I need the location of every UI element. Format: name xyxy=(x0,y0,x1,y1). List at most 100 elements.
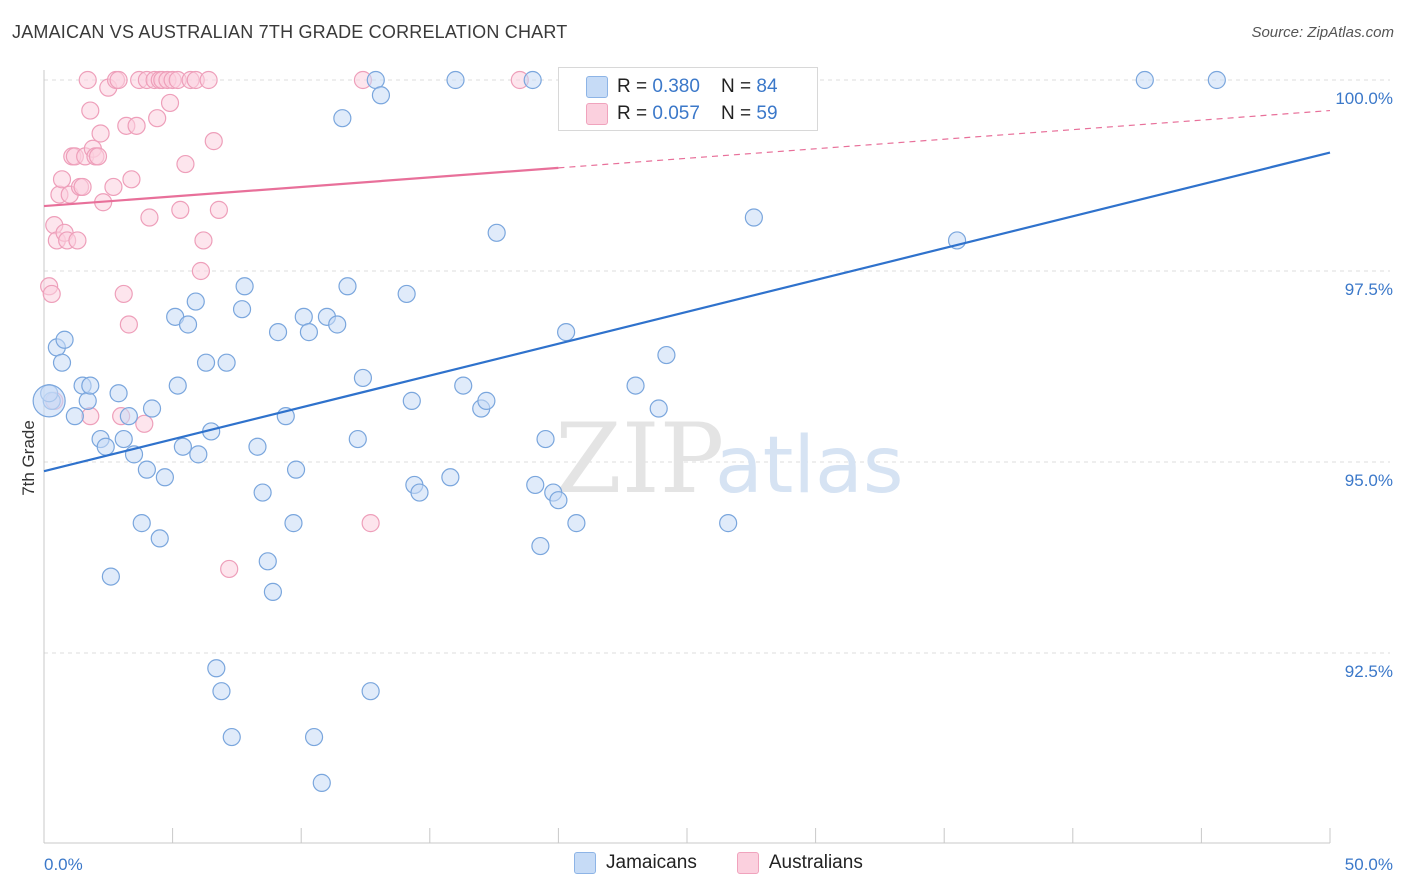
jamaicans-point xyxy=(328,315,347,334)
legend-r-value: 0.380 xyxy=(652,76,700,97)
jamaicans-point xyxy=(487,223,506,242)
australians-trendline-extension xyxy=(558,109,1331,169)
australians-trendline xyxy=(43,166,559,208)
jamaicans-point xyxy=(196,353,216,372)
jamaicans-point xyxy=(397,284,416,304)
legend-r-label: R = xyxy=(617,103,653,124)
jamaicans-point xyxy=(366,70,385,90)
jamaicans-point xyxy=(96,437,115,456)
australians-points xyxy=(40,70,529,579)
jamaicans-point xyxy=(137,460,156,479)
jamaicans-point xyxy=(119,407,138,426)
legend-n-label: N = xyxy=(721,76,757,97)
jamaicans-trendline xyxy=(43,151,1331,473)
australians-point xyxy=(127,116,146,135)
jamaicans-point xyxy=(186,292,205,311)
jamaicans-point xyxy=(222,727,241,747)
bottom-legend-label-australians: Australians xyxy=(768,852,863,873)
y-tick-label: 100.0% xyxy=(1335,89,1393,108)
chart-title: JAMAICAN VS AUSTRALIAN 7TH GRADE CORRELA… xyxy=(12,22,568,42)
legend-n-label: N = xyxy=(721,103,757,124)
jamaicans-point xyxy=(304,727,324,747)
australians-point xyxy=(91,124,110,143)
jamaicans-point xyxy=(142,399,162,418)
australians-point xyxy=(209,200,228,219)
australians-point xyxy=(199,70,218,90)
jamaicans-point xyxy=(454,376,473,395)
australians-point xyxy=(194,231,213,250)
jamaicans-point xyxy=(446,70,465,90)
jamaicans-point xyxy=(523,70,542,90)
jamaicans-point xyxy=(32,384,66,418)
legend-swatch-jamaicans xyxy=(586,76,608,98)
legend-n-value: 84 xyxy=(756,76,778,97)
legend-row-jamaicans: R = 0.380 N = 84 xyxy=(586,74,778,100)
australians-point xyxy=(81,407,100,426)
australians-point xyxy=(88,147,108,166)
bottom-legend-jamaicans: Jamaicans xyxy=(574,852,697,874)
y-axis-label: 7th Grade xyxy=(19,420,38,496)
legend-box: R = 0.380 N = 84 R = 0.057 N = 59 xyxy=(558,67,818,131)
australians-point xyxy=(140,208,159,227)
watermark-zip: ZIP xyxy=(555,403,724,515)
watermark: ZIP atlas xyxy=(555,403,904,515)
legend-row-australians: R = 0.057 N = 59 xyxy=(586,101,778,127)
x-tick-label: 0.0% xyxy=(44,855,83,874)
jamaicans-point xyxy=(173,437,192,456)
jamaicans-point xyxy=(441,468,460,487)
jamaicans-point xyxy=(477,391,496,410)
legend-swatch-australians xyxy=(586,103,608,125)
jamaicans-point xyxy=(248,437,267,456)
legend-r-label: R = xyxy=(617,76,653,97)
jamaicans-point xyxy=(114,429,133,449)
legend-text-australians: R = 0.057 N = 59 xyxy=(617,103,778,125)
jamaicans-point xyxy=(402,391,421,410)
jamaicans-point xyxy=(232,300,252,319)
x-ticks xyxy=(43,828,1331,843)
jamaicans-point xyxy=(348,429,367,449)
australians-point xyxy=(73,177,92,197)
australians-point xyxy=(114,284,133,304)
australians-point xyxy=(191,261,210,281)
bottom-legend-australians: Australians xyxy=(736,852,863,874)
source-label: Source: ZipAtlas.com xyxy=(1251,24,1394,41)
jamaicans-point xyxy=(284,514,303,533)
jamaicans-point xyxy=(312,773,331,792)
jamaicans-point xyxy=(567,514,586,533)
jamaicans-point xyxy=(109,384,128,403)
bottom-legend-label-jamaicans: Jamaicans xyxy=(606,852,697,873)
australians-point xyxy=(52,170,72,189)
jamaicans-point xyxy=(719,514,738,533)
bottom-legend: Jamaicans Australians xyxy=(574,852,903,874)
australians-point xyxy=(68,231,87,250)
australians-point xyxy=(104,177,123,197)
jamaicans-point xyxy=(65,407,84,426)
jamaicans-point xyxy=(744,208,763,227)
jamaicans-point xyxy=(150,529,169,548)
jamaicans-point xyxy=(235,277,254,296)
jamaicans-point xyxy=(531,536,550,556)
jamaicans-point xyxy=(253,483,272,502)
jamaicans-point xyxy=(168,376,187,395)
jamaicans-point xyxy=(178,315,198,334)
jamaicans-point xyxy=(207,659,226,678)
y-tick-label: 92.5% xyxy=(1345,662,1393,681)
australians-point xyxy=(160,93,180,113)
jamaicans-point xyxy=(353,368,373,388)
jamaicans-point xyxy=(657,345,676,365)
australians-point xyxy=(148,109,167,128)
grid-lines xyxy=(44,79,1390,654)
jamaicans-points xyxy=(32,70,1226,792)
australians-point xyxy=(171,200,190,219)
jamaicans-point xyxy=(371,86,391,105)
jamaicans-point xyxy=(258,552,277,571)
jamaicans-point xyxy=(78,391,97,410)
australians-point xyxy=(220,559,239,579)
jamaicans-point xyxy=(299,323,319,342)
jamaicans-point xyxy=(361,682,380,701)
jamaicans-point xyxy=(536,429,555,449)
jamaicans-point xyxy=(81,376,100,395)
trend-lines xyxy=(43,109,1331,473)
australians-point xyxy=(204,132,223,151)
